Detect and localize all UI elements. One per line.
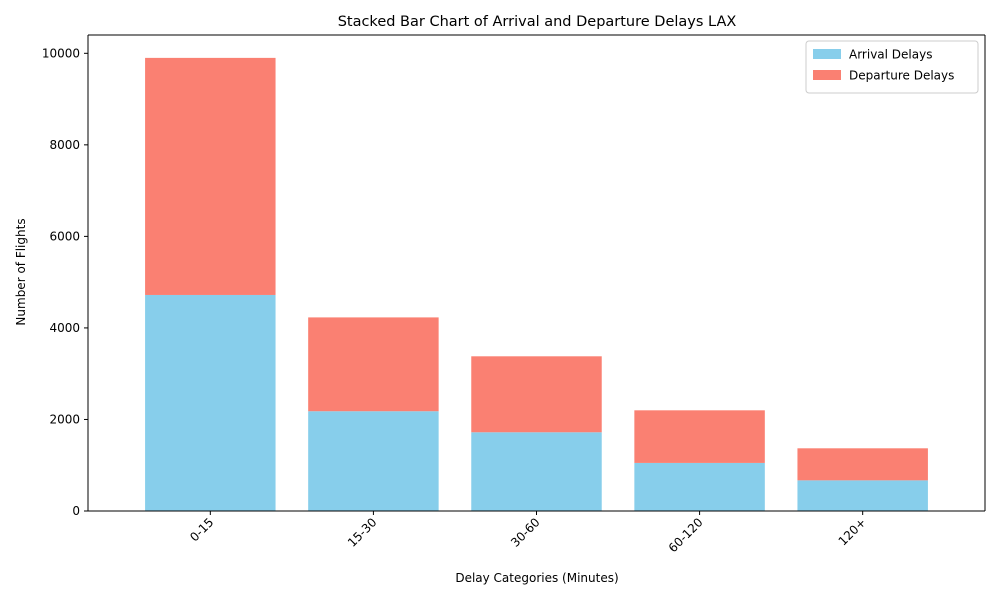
bar-arrival-delays-15-30	[308, 411, 439, 511]
y-tick-label: 4000	[49, 321, 80, 335]
bar-departure-delays-60-120	[634, 410, 765, 463]
x-tick-label: 120+	[836, 515, 869, 548]
legend-box	[805, 40, 979, 94]
bar-arrival-delays-60-120	[634, 462, 765, 511]
bar-arrival-delays-120+	[797, 480, 928, 511]
y-tick-label: 2000	[49, 412, 80, 426]
x-tick-label: 30-60	[508, 515, 543, 550]
legend: Arrival Delays Departure Delays	[805, 40, 979, 94]
bar-departure-delays-120+	[797, 448, 928, 481]
bar-departure-delays-0-15	[145, 57, 276, 295]
y-tick-label: 10000	[42, 46, 80, 60]
series-arrival-delays	[145, 294, 928, 511]
x-tick-label: 15-30	[345, 515, 380, 550]
y-tick-label: 0	[72, 504, 80, 518]
y-axis-label: Number of Flights	[14, 218, 28, 325]
y-tick-label: 8000	[49, 138, 80, 152]
legend-entry-label: Departure Delays	[849, 69, 954, 83]
x-tick-label: 0-15	[187, 515, 216, 544]
bar-departure-delays-15-30	[308, 317, 439, 412]
x-axis-label: Delay Categories (Minutes)	[455, 571, 618, 585]
bar-arrival-delays-0-15	[145, 294, 276, 511]
legend-swatch	[813, 70, 841, 80]
chart-title: Stacked Bar Chart of Arrival and Departu…	[338, 14, 737, 30]
series-departure-delays	[145, 57, 928, 481]
bar-arrival-delays-30-60	[471, 432, 602, 511]
y-tick-label: 6000	[49, 229, 80, 243]
legend-swatch	[813, 49, 841, 59]
bars-layer	[145, 57, 928, 511]
x-tick-label: 60-120	[666, 515, 706, 555]
bar-departure-delays-30-60	[471, 356, 602, 433]
legend-entry-label: Arrival Delays	[849, 48, 932, 62]
